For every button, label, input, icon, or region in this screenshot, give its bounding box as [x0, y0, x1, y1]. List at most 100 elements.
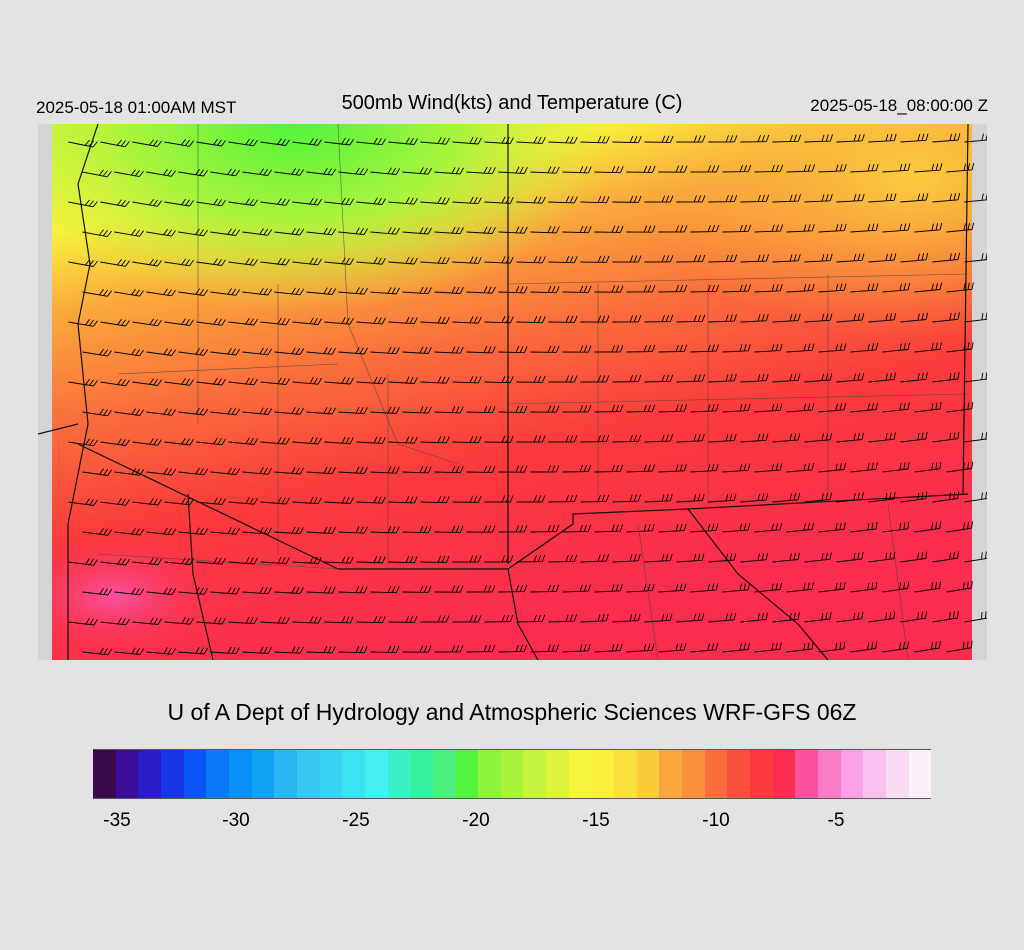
wind-barb: [132, 557, 162, 566]
wind-barb: [594, 165, 624, 174]
wind-barb: [612, 195, 642, 203]
wind-barb: [68, 558, 98, 566]
wind-barb: [484, 196, 514, 204]
wind-barb: [388, 436, 418, 444]
wind-barb: [818, 641, 846, 653]
wind-barb: [708, 493, 737, 503]
colorbar-swatch: [704, 750, 728, 798]
wind-barb: [402, 286, 432, 295]
wind-barb: [772, 552, 801, 563]
wind-barb: [658, 404, 688, 413]
wind-barb: [658, 284, 688, 293]
wind-barb: [626, 344, 656, 353]
wind-barb: [594, 643, 623, 653]
wind-barb: [402, 585, 432, 593]
credit-text: U of A Dept of Hydrology and Atmospheric…: [167, 699, 857, 725]
wind-barb: [324, 496, 354, 504]
wind-barb: [740, 373, 769, 383]
wind-barb: [772, 134, 802, 143]
wind-barb: [146, 408, 177, 416]
wind-barb: [804, 432, 833, 443]
wind-barb: [434, 167, 464, 175]
wind-barb: [644, 613, 673, 623]
wind-barb: [466, 346, 496, 354]
wind-barb: [722, 224, 752, 233]
wind-barb: [274, 407, 304, 415]
wind-barb: [882, 402, 910, 413]
wind-barb: [644, 553, 673, 563]
wind-barb: [292, 197, 322, 206]
wind-barb: [562, 166, 592, 174]
colorbar-swatch: [727, 750, 751, 798]
wind-barb: [804, 193, 833, 203]
wind-barb: [676, 374, 706, 383]
wind-barb: [356, 137, 386, 146]
wind-barb: [196, 497, 226, 505]
wind-barb: [68, 438, 98, 447]
wind-barb: [676, 135, 706, 143]
wind-barb: [868, 312, 897, 323]
wind-barb: [228, 317, 258, 326]
wind-barb: [626, 523, 655, 533]
wind-barb: [786, 462, 815, 473]
wind-barb: [548, 494, 578, 503]
colorbar-swatch: [772, 750, 796, 798]
wind-barb: [946, 640, 973, 653]
wind-barb: [900, 312, 929, 323]
wind-barb: [932, 133, 961, 143]
wind-barb: [754, 582, 783, 593]
wind-barb: [882, 581, 910, 593]
wind-barb: [516, 435, 546, 443]
wind-barb: [562, 524, 592, 533]
wind-barb: [228, 556, 258, 565]
wind-barb: [946, 461, 974, 473]
wind-barb: [356, 496, 386, 504]
wind-barb: [100, 199, 130, 207]
wind-barb: [676, 195, 706, 203]
wind-barb: [530, 285, 560, 294]
wind-barb: [530, 345, 560, 353]
wind-barb: [804, 612, 832, 623]
wind-barb: [804, 552, 832, 563]
colorbar-swatch: [183, 750, 207, 798]
wind-barb: [68, 617, 99, 626]
wind-barb: [114, 288, 144, 297]
wind-barb: [434, 645, 464, 653]
wind-barb: [114, 169, 144, 178]
wind-barb: [498, 525, 528, 533]
wind-barb: [658, 344, 688, 353]
wind-barb: [964, 312, 987, 323]
wind-barb: [818, 283, 847, 293]
wind-barb: [690, 403, 719, 413]
wind-barb: [306, 227, 337, 236]
wind-barb: [178, 407, 209, 416]
wind-barb: [306, 526, 336, 534]
wind-barb: [338, 526, 368, 534]
wind-barb: [338, 406, 368, 415]
wind-barb: [836, 372, 865, 383]
wind-barb: [484, 555, 514, 563]
wind-barb: [786, 164, 816, 173]
wind-barb: [946, 342, 974, 353]
wind-barb: [580, 315, 610, 323]
county-boundaries: [97, 124, 969, 660]
colorbar-tick-label: -20: [462, 810, 490, 831]
wind-barb: [356, 197, 386, 205]
wind-barb: [658, 463, 687, 473]
wind-barb: [644, 374, 674, 383]
wind-barb: [772, 612, 800, 623]
wind-barb: [484, 375, 514, 384]
temperature-wind-map: [38, 124, 987, 660]
colorbar-swatch: [319, 750, 343, 798]
wind-barb: [932, 372, 960, 383]
wind-barb: [562, 225, 592, 234]
wind-barb: [868, 253, 897, 263]
wind-barb: [114, 468, 145, 476]
colorbar-swatch: [296, 750, 320, 798]
wind-barb: [868, 492, 896, 503]
colorbar-swatch: [432, 750, 456, 798]
wind-barb: [370, 585, 400, 594]
colorbar-swatch: [387, 750, 411, 798]
wind-barb: [548, 614, 578, 623]
wind-barb: [210, 168, 240, 177]
